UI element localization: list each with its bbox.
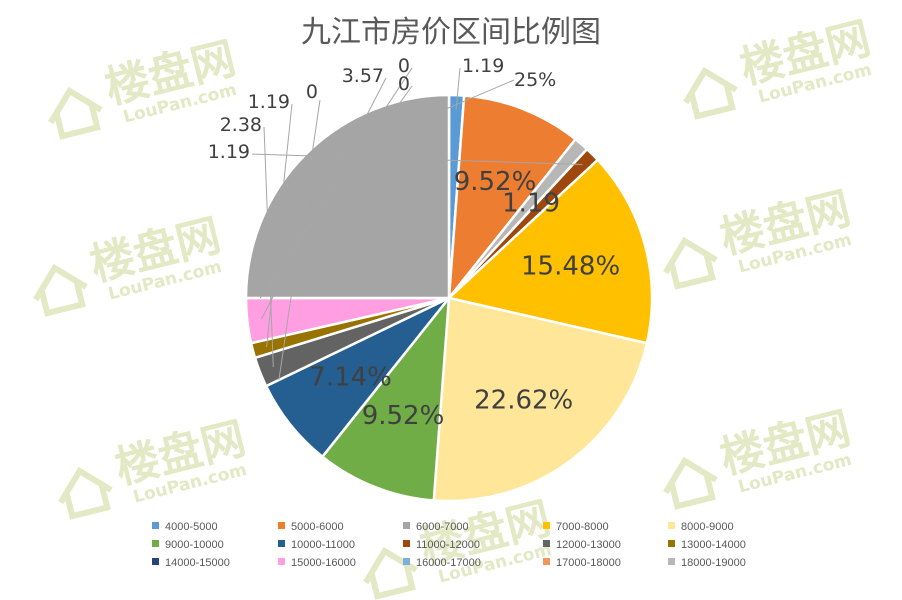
legend-label-16000-17000: 16000-17000 [416,557,481,569]
pie-slice-9000-10000 [320,294,451,502]
leader-line [260,77,387,320]
legend-swatch [543,522,550,529]
legend-swatch [152,522,159,529]
legend-label-6000-7000: 6000-7000 [416,521,469,533]
data-label-12000-13000: 2.38 [220,114,262,136]
data-label-16000-17000: 0 [398,73,410,95]
pie-slice-7000-8000 [446,158,654,345]
leader-line [315,79,515,165]
legend-swatch [152,558,159,565]
house-icon [663,236,718,290]
data-label-14000-15000: 0 [306,81,318,103]
leader-line [455,67,461,110]
legend: 4000-5000 5000-6000 6000-7000 7000-8000 8000… [152,521,746,569]
data-label-13000-14000: 1.19 [248,91,290,113]
data-label-6000-7000: 25% [514,69,556,91]
legend-label-15000-16000: 15000-16000 [291,557,356,569]
legend-label-14000-15000: 14000-15000 [165,557,230,569]
house-icon [683,66,738,120]
leader-line [278,99,321,380]
pie-slice-5000-6000 [447,94,578,302]
leader-line [259,67,413,299]
legend-swatch [403,558,410,565]
legend-label-12000-13000: 12000-13000 [556,539,621,551]
data-label-18000-19000: 1.19 [502,189,560,219]
label-leader-lines [251,67,583,380]
legend-label-10000-11000: 10000-11000 [291,539,355,551]
data-label-17000-18000: 0 [398,55,410,77]
pie-slice-6000-7000 [244,93,451,300]
data-label-7000-8000: 15.48% [521,251,620,281]
legend-swatch [668,522,675,529]
data-label-8000-9000: 22.62% [474,385,573,415]
house-icon [58,466,113,520]
house-icon [33,263,88,317]
legend-swatch [278,522,285,529]
leader-line [266,103,293,347]
legend-swatch [403,540,410,547]
data-label-11000-12000: 1.19 [208,141,250,163]
data-label-15000-16000: 3.57 [342,65,384,87]
legend-swatch [668,558,675,565]
legend-label-11000-12000: 11000-12000 [416,539,480,551]
house-icon [663,456,718,510]
leader-line [263,126,274,368]
legend-swatch [543,558,550,565]
legend-label-9000-10000: 9000-10000 [165,539,224,551]
legend-swatch [278,540,285,547]
legend-label-7000-8000: 7000-8000 [556,521,609,533]
legend-label-4000-5000: 4000-5000 [165,521,218,533]
leader-line [259,85,413,299]
data-label-10000-11000: 7.14% [309,363,392,393]
legend-label-13000-14000: 13000-14000 [681,539,746,551]
legend-label-5000-6000: 5000-6000 [291,521,344,533]
leader-line [251,153,583,165]
data-labels: 1.199.52%1.191.1915.48%22.62%9.52%7.14%0… [208,55,620,431]
chart-title: 九江市房价区间比例图 [301,15,601,50]
data-label-9000-10000: 9.52% [362,401,445,431]
legend-label-18000-19000: 18000-19000 [681,557,746,569]
legend-label-17000-18000: 17000-18000 [556,557,621,569]
house-icon [363,546,418,600]
legend-label-8000-9000: 8000-9000 [681,521,734,533]
pie-slice-8000-9000 [432,296,649,503]
house-icon [48,86,103,140]
legend-swatch [278,558,285,565]
data-label-4000-5000: 1.19 [462,55,504,77]
data-label-5000-6000: 9.52% [454,167,537,197]
legend-swatch [403,522,410,529]
legend-swatch [152,540,159,547]
legend-swatch [668,540,675,547]
legend-swatch [543,540,550,547]
